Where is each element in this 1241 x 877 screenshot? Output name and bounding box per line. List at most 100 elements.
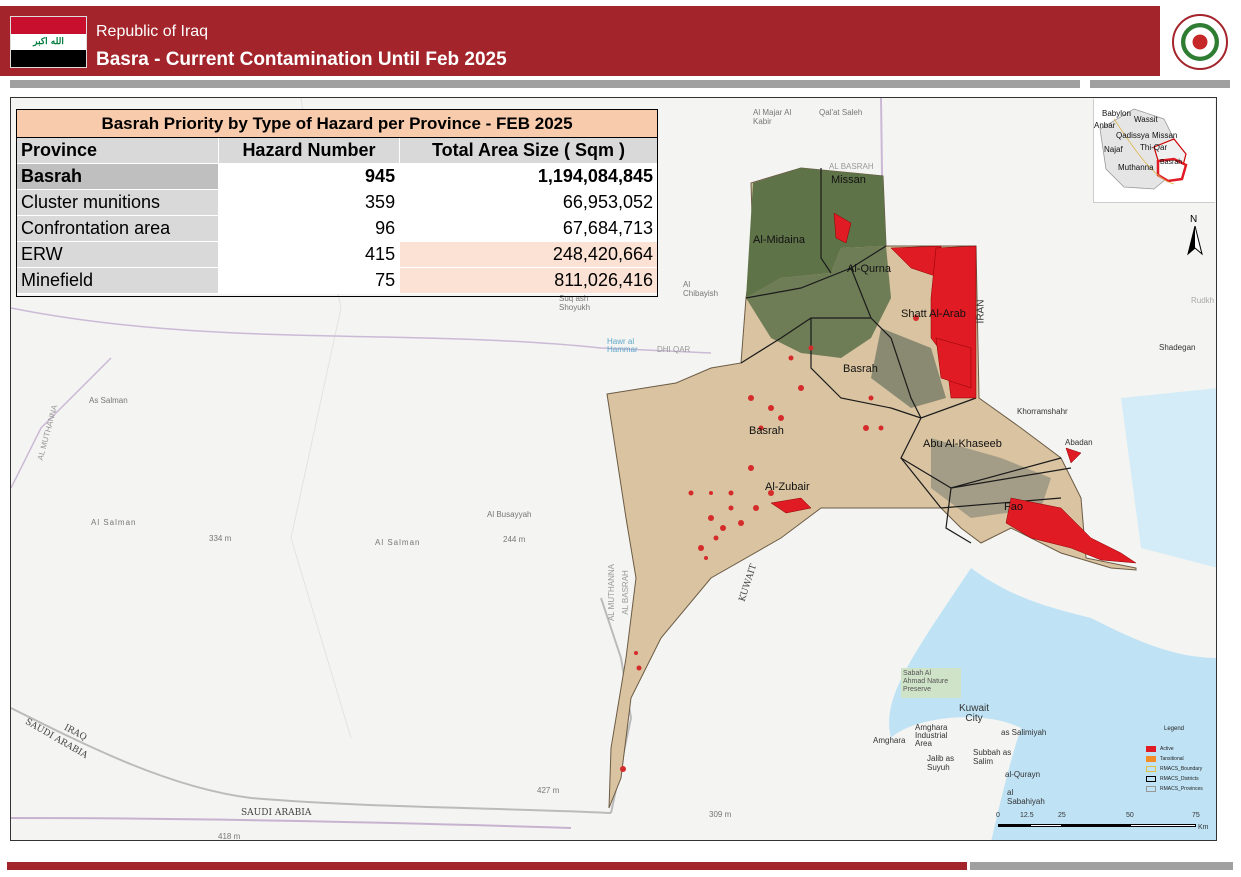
district-boundaries [740,168,1072,544]
basemap-label: As Salman [89,396,128,405]
cell-area: 248,420,664 [399,241,658,268]
cell-area: 67,684,713 [399,215,658,242]
district-label-shatt-al-arab: Shatt Al-Arab [901,308,966,320]
header-divider-right [1090,80,1230,88]
map-canvas [11,98,1216,840]
legend-swatch [1146,776,1156,782]
basemap-label: AL BASRAH [829,162,874,171]
basemap-label: al-Qurayn [1005,770,1041,779]
elevation-label: 309 m [709,810,732,819]
hazard-area-fao [1005,497,1137,564]
basemap-label: Amghara [873,736,906,745]
midaina-farmland [746,246,891,358]
legend-item: Active [1146,746,1174,752]
basemap-label: Shadegan [1159,343,1196,352]
cell-area: 1,194,084,845 [399,163,658,190]
legend-item: RMACS_Boundary [1146,766,1202,772]
inset-map: Babylon Wassit Anbar Qadissya Missan Naj… [1093,99,1215,203]
inset-label: Najaf [1104,145,1123,154]
hazard-area-khaseeb [1065,447,1082,464]
nature-preserve [901,668,961,698]
north-label: N [1190,214,1198,225]
hazard-table: Basrah Priority by Type of Hazard per Pr… [16,109,658,294]
inset-label: Missan [1152,131,1178,140]
basemap-label: SAUDI ARABIA [241,808,312,818]
border-saudi-kuwait [11,817,572,829]
footer-bar-grey [970,862,1233,870]
elevation-label: 427 m [537,786,560,795]
legend-item: Tansitional [1146,756,1184,762]
scale-bar: 0 12.5 25 50 75 Km [996,812,1209,838]
basemap-label: AL BASRAH [620,570,630,615]
legend-label: Active [1160,746,1174,752]
inset-label: Basrah [1160,159,1183,166]
legend-title: Legend [1164,726,1185,732]
basemap-label: Al Chibayish [683,280,719,298]
table-row-total: Basrah 945 1,194,084,845 [16,163,658,190]
inset-label: Muthanna [1118,163,1154,172]
marsh-water [1121,388,1216,568]
basemap-label: Al Salman [375,538,421,547]
flag-text: الله اكبر [11,33,86,51]
inset-label: Anbar [1094,121,1116,130]
hazard-area-zubair [770,497,812,514]
legend-swatch [1146,766,1156,772]
table-title: Basrah Priority by Type of Hazard per Pr… [16,109,658,138]
basemap-label: Hawr al Hammar [607,337,638,354]
table-row: Minefield 75 811,026,416 [16,267,658,294]
cell-hazard-number: 415 [217,241,401,268]
inset-label: Wassit [1134,115,1158,124]
basemap-label: AL MUTHANNA [607,563,617,622]
agency-emblem-icon [1172,14,1228,70]
header-divider [10,80,1080,88]
table-row: Confrontation area 96 67,684,713 [16,215,658,242]
legend-label: RMACS_Boundary [1160,766,1203,772]
north-arrow-icon: N [1186,214,1204,256]
cell-province: ERW [16,241,219,268]
active-hazard-areas [770,212,1137,564]
gulf-water [889,568,1216,840]
scale-tick: 50 [1126,812,1134,819]
basemap-label: Amghara Industrial Area [915,723,948,748]
legend-label: RMACS_Districts [1160,776,1199,782]
elevation-label: 334 m [209,534,232,543]
province-border-muthanna [11,357,112,489]
col-header-hazard-number: Hazard Number [217,137,401,164]
footer-bar-red [7,862,967,870]
hazard-area-missan [833,212,852,244]
district-label-al-qurna: Al-Qurna [847,263,892,275]
elevation-label: 244 m [503,535,526,544]
inset-label: Babylon [1102,109,1131,118]
iraq-flag: الله اكبر [10,16,87,68]
inset-label: Qadissya [1116,131,1150,140]
cell-province: Confrontation area [16,215,219,242]
legend-swatch [1146,756,1156,762]
basemap-label: Rudkh [1191,296,1215,305]
elevation-label: 418 m [218,832,241,841]
cell-area: 66,953,052 [399,189,658,216]
north-farmland [746,168,886,298]
cell-hazard-number: 96 [217,215,401,242]
page-title: Basra - Current Contamination Until Feb … [96,49,507,70]
border-iraq-saudi [11,707,612,814]
basrah-province-area [606,167,1137,809]
district-label-al-midaina: Al-Midaina [753,234,805,246]
basemap-label: al Sabahiyah [1007,788,1045,806]
scale-tick: 0 [996,812,1000,819]
basemap-label: Kuwait City [959,703,990,724]
basemap-label: as Salimiyah [1001,728,1047,737]
basemap-label: Al Salman [91,518,137,527]
basemap-label: Abadan [1065,438,1093,447]
scale-tick: 75 [1192,812,1200,819]
cell-province: Cluster munitions [16,189,219,216]
table-row: Cluster munitions 359 66,953,052 [16,189,658,216]
cell-area: 811,026,416 [399,267,658,294]
inset-label: Thi-Qar [1140,143,1168,152]
basemap-label: Qal'at Saleh [819,108,863,117]
district-label-basrah: Basrah [749,425,784,437]
map-legend: Legend Active Tansitional RMACS_Boundary… [1146,726,1212,796]
cell-province: Basrah [16,163,219,190]
legend-label: RMACS_Provinces [1160,786,1203,792]
basemap-label: DHI QAR [657,345,691,354]
basemap-label: Subbah as Salim [973,748,1012,766]
